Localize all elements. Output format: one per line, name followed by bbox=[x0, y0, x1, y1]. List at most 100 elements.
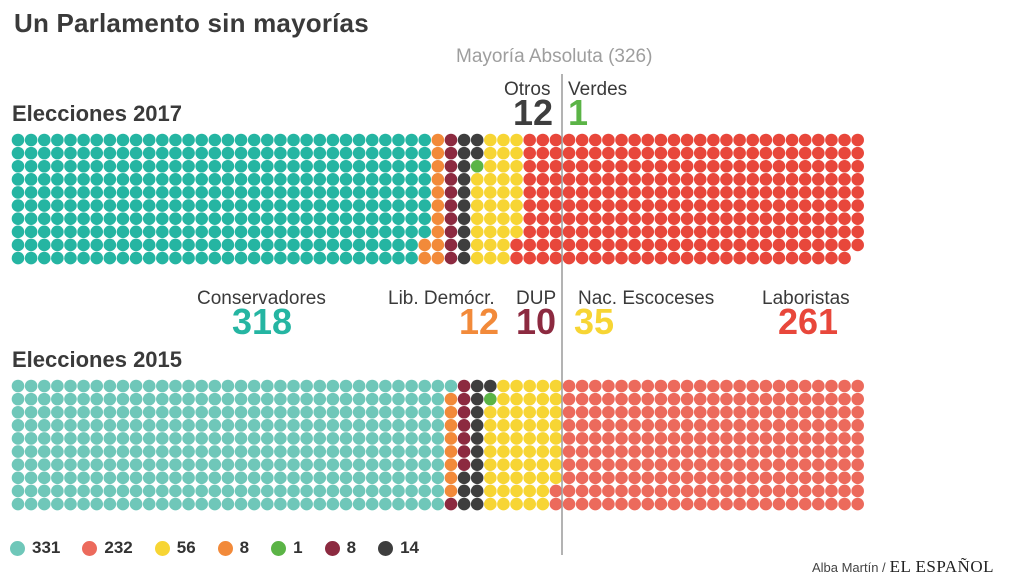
seat-dot-2015-series-0 bbox=[260, 392, 274, 406]
value-libdem: 12 bbox=[459, 301, 500, 342]
seat-dot-2017-series-0 bbox=[24, 251, 38, 265]
seat-dot-2017-series-0 bbox=[392, 186, 405, 199]
seat-dot-2015-series-0 bbox=[431, 458, 445, 472]
seat-dot-2017-series-6 bbox=[588, 146, 602, 160]
seat-dot-2017-series-0 bbox=[405, 238, 418, 252]
seat-dot-2017-series-6 bbox=[536, 225, 550, 239]
seat-dot-2017-series-0 bbox=[77, 173, 90, 186]
seat-dot-2015-series-0 bbox=[392, 445, 405, 458]
seat-dot-2015-series-6 bbox=[798, 419, 812, 432]
seat-dot-2015-series-0 bbox=[313, 392, 327, 406]
seat-dot-2017-series-6 bbox=[785, 238, 799, 252]
seat-dot-2017-series-6 bbox=[772, 225, 786, 239]
seat-dot-2017-series-6 bbox=[523, 133, 536, 147]
seat-dot-2015-series-0 bbox=[379, 484, 392, 498]
seat-dot-2015-series-6 bbox=[707, 419, 720, 432]
seat-dot-2017-series-0 bbox=[208, 146, 222, 160]
seat-dot-2017-series-0 bbox=[365, 133, 379, 147]
seat-dot-2017-series-0 bbox=[169, 146, 182, 160]
seat-dot-2017-series-0 bbox=[182, 199, 195, 212]
seat-dot-2015-series-0 bbox=[392, 392, 405, 406]
seat-dot-2015-series-6 bbox=[733, 419, 746, 432]
seat-dot-2015-series-0 bbox=[300, 379, 313, 393]
seat-dot-2015-series-0 bbox=[64, 379, 77, 393]
seat-dot-2015-series-2 bbox=[457, 405, 471, 419]
seat-dot-2015-series-0 bbox=[365, 432, 379, 445]
seat-dot-2015-series-6 bbox=[746, 419, 760, 432]
seat-dot-2015-series-0 bbox=[234, 497, 248, 511]
seat-dot-2017-series-6 bbox=[641, 199, 655, 212]
seat-dot-2017-series-0 bbox=[129, 133, 143, 147]
seat-dot-2015-series-0 bbox=[24, 497, 38, 511]
seat-dot-2017-series-6 bbox=[693, 146, 707, 160]
seat-dot-2017-series-0 bbox=[405, 212, 418, 226]
seat-dot-2017-series-6 bbox=[562, 199, 576, 212]
seat-dot-2015-series-6 bbox=[602, 392, 615, 406]
seat-dot-2015-series-0 bbox=[77, 484, 90, 498]
seat-dot-2015-series-0 bbox=[392, 405, 405, 419]
seat-dot-2015-series-2 bbox=[444, 497, 458, 511]
seat-dot-2015-series-6 bbox=[733, 471, 746, 485]
seat-dot-2017-series-0 bbox=[51, 159, 64, 173]
seat-dot-2017-series-6 bbox=[838, 212, 851, 226]
seat-dot-2015-series-6 bbox=[759, 379, 773, 393]
seat-dot-2017-series-6 bbox=[759, 159, 773, 173]
seat-dot-2017-series-0 bbox=[352, 133, 366, 147]
seat-dot-2017-series-5 bbox=[470, 173, 484, 186]
seat-dot-2017-series-0 bbox=[195, 212, 208, 226]
seat-dot-2017-series-0 bbox=[274, 173, 287, 186]
seat-dot-2015-series-3 bbox=[484, 379, 497, 393]
seat-dot-2015-series-0 bbox=[169, 432, 182, 445]
seat-dot-2017-series-6 bbox=[720, 186, 733, 199]
seat-dot-2015-series-1 bbox=[444, 432, 458, 445]
seat-dot-2017-series-5 bbox=[510, 199, 523, 212]
seat-dot-2015-series-6 bbox=[575, 405, 589, 419]
seat-dot-2017-series-0 bbox=[221, 186, 235, 199]
seat-dot-2015-series-6 bbox=[667, 484, 681, 498]
seat-dot-2017-series-3 bbox=[457, 225, 471, 239]
seat-dot-2017-series-0 bbox=[116, 251, 130, 265]
seat-dot-2015-series-6 bbox=[667, 379, 681, 393]
seat-dot-2017-series-0 bbox=[156, 251, 169, 265]
seat-dot-2015-series-0 bbox=[365, 405, 379, 419]
seat-dot-2015-series-0 bbox=[103, 445, 117, 458]
seat-dot-2015-series-0 bbox=[300, 484, 313, 498]
seat-dot-2015-series-6 bbox=[825, 445, 838, 458]
seat-dot-2015-series-0 bbox=[195, 405, 208, 419]
seat-dot-2015-series-0 bbox=[339, 432, 353, 445]
seat-dot-2015-series-6 bbox=[851, 445, 864, 458]
seat-dot-2017-series-6 bbox=[641, 146, 655, 160]
seat-dot-2017-series-0 bbox=[142, 146, 156, 160]
seat-dot-2015-series-0 bbox=[405, 471, 418, 485]
seat-dot-2015-series-6 bbox=[812, 458, 825, 472]
seat-dot-2017-series-6 bbox=[772, 186, 786, 199]
seat-dot-2015-series-6 bbox=[693, 471, 707, 485]
seat-dot-2015-series-0 bbox=[156, 484, 169, 498]
seat-dot-2017-series-0 bbox=[11, 199, 25, 212]
seat-dot-2017-series-5 bbox=[497, 159, 510, 173]
seat-dot-2015-series-0 bbox=[326, 445, 340, 458]
seat-dot-2015-series-5 bbox=[510, 379, 523, 393]
seat-dot-2015-series-6 bbox=[798, 445, 812, 458]
seat-dot-2017-series-6 bbox=[838, 146, 851, 160]
seat-dot-2015-series-6 bbox=[667, 458, 681, 472]
seat-dot-2017-series-6 bbox=[759, 251, 773, 265]
seat-dot-2017-series-0 bbox=[300, 225, 313, 239]
seat-dot-2015-series-5 bbox=[536, 471, 550, 485]
seat-dot-2015-series-0 bbox=[195, 419, 208, 432]
seat-dot-2017-series-0 bbox=[116, 186, 130, 199]
seat-dot-2015-series-6 bbox=[720, 405, 733, 419]
seat-dot-2015-series-0 bbox=[37, 458, 51, 472]
seat-dot-2017-series-0 bbox=[182, 251, 195, 265]
seat-dot-2015-series-6 bbox=[680, 484, 694, 498]
seat-dot-2015-series-0 bbox=[90, 379, 104, 393]
seat-dot-2015-series-0 bbox=[392, 458, 405, 472]
seat-dot-2017-series-0 bbox=[90, 199, 104, 212]
seat-dot-2015-series-5 bbox=[510, 471, 523, 485]
seat-dot-2015-series-6 bbox=[785, 471, 799, 485]
seat-dot-2015-series-0 bbox=[182, 405, 195, 419]
seat-dot-2017-series-0 bbox=[339, 186, 353, 199]
seat-dot-2017-series-6 bbox=[720, 199, 733, 212]
seat-dot-2017-series-6 bbox=[720, 251, 733, 265]
seat-dot-2015-series-0 bbox=[260, 405, 274, 419]
